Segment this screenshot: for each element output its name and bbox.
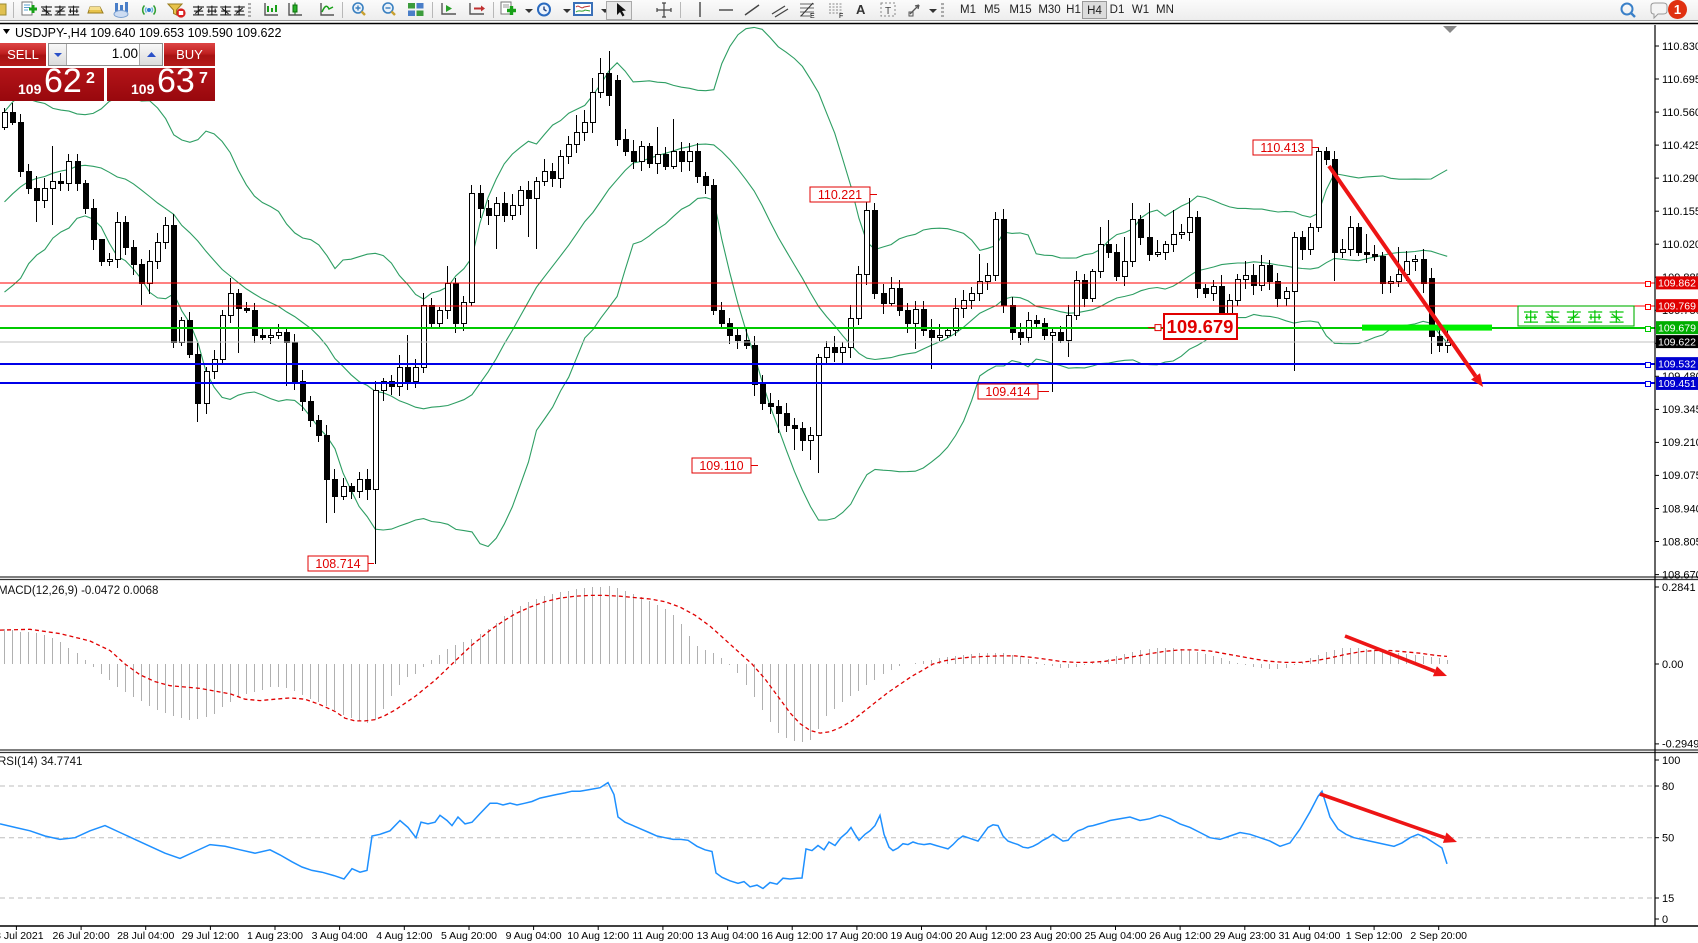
svg-text:109.451: 109.451 [1658, 378, 1696, 390]
svg-text:F: F [839, 13, 843, 19]
svg-text:108.805: 108.805 [1662, 536, 1698, 548]
svg-text:0.00: 0.00 [1662, 659, 1683, 671]
svg-text:109.075: 109.075 [1662, 470, 1698, 482]
svg-text:110.020: 110.020 [1662, 239, 1698, 251]
svg-text:15: 15 [1662, 893, 1674, 905]
svg-text:E: E [810, 13, 815, 19]
svg-text:5 Aug 20:00: 5 Aug 20:00 [441, 930, 497, 942]
svg-text:109.679: 109.679 [1167, 316, 1234, 337]
svg-text:31 Aug 04:00: 31 Aug 04:00 [1278, 930, 1340, 942]
svg-text:110.830: 110.830 [1662, 41, 1698, 53]
svg-text:1 Aug 23:00: 1 Aug 23:00 [247, 930, 303, 942]
svg-text:109.110: 109.110 [699, 459, 743, 473]
svg-text:USDJPY-,H4 109.640 109.653 10: USDJPY-,H4 109.640 109.653 109.590 109.6… [15, 26, 281, 40]
svg-text:0.2841: 0.2841 [1662, 582, 1696, 594]
svg-text:26 Aug 12:00: 26 Aug 12:00 [1149, 930, 1211, 942]
svg-text:110.560: 110.560 [1662, 107, 1698, 119]
svg-text:2 Sep 20:00: 2 Sep 20:00 [1410, 930, 1467, 942]
svg-text:110.221: 110.221 [818, 188, 862, 202]
svg-text:50: 50 [1662, 833, 1674, 845]
svg-text:29 Aug 23:00: 29 Aug 23:00 [1214, 930, 1276, 942]
svg-text:28 Jul 04:00: 28 Jul 04:00 [117, 930, 174, 942]
svg-text:80: 80 [1662, 781, 1674, 793]
svg-text:20 Aug 12:00: 20 Aug 12:00 [955, 930, 1017, 942]
svg-text:RSI(14) 34.7741: RSI(14) 34.7741 [0, 756, 82, 768]
svg-text:109.862: 109.862 [1658, 278, 1696, 290]
svg-text:110.425: 110.425 [1662, 140, 1698, 152]
svg-text:109.679: 109.679 [1658, 322, 1696, 334]
svg-text:110.413: 110.413 [1260, 141, 1304, 155]
svg-text:T: T [885, 6, 891, 17]
svg-text:26 Jul 20:00: 26 Jul 20:00 [52, 930, 109, 942]
svg-text:109.769: 109.769 [1658, 300, 1696, 312]
svg-text:23 Aug 20:00: 23 Aug 20:00 [1020, 930, 1082, 942]
svg-text:108.670: 108.670 [1662, 569, 1698, 581]
svg-text:16 Aug 12:00: 16 Aug 12:00 [761, 930, 823, 942]
svg-text:19 Aug 04:00: 19 Aug 04:00 [891, 930, 953, 942]
svg-text:4 Aug 12:00: 4 Aug 12:00 [376, 930, 432, 942]
svg-text:11 Aug 20:00: 11 Aug 20:00 [632, 930, 693, 942]
svg-text:110.290: 110.290 [1662, 173, 1698, 185]
svg-text:25 Aug 04:00: 25 Aug 04:00 [1085, 930, 1147, 942]
svg-text:13 Aug 04:00: 13 Aug 04:00 [697, 930, 759, 942]
svg-text:109.622: 109.622 [1658, 336, 1696, 348]
svg-text:10 Aug 12:00: 10 Aug 12:00 [567, 930, 629, 942]
svg-text:110.155: 110.155 [1662, 206, 1698, 218]
svg-text:-0.2949: -0.2949 [1662, 739, 1698, 751]
svg-text:0: 0 [1662, 914, 1668, 926]
svg-text:110.695: 110.695 [1662, 74, 1698, 86]
svg-text:17 Aug 20:00: 17 Aug 20:00 [826, 930, 888, 942]
svg-text:109.345: 109.345 [1662, 404, 1698, 416]
svg-text:100: 100 [1662, 755, 1680, 767]
svg-text:109.532: 109.532 [1658, 358, 1696, 370]
svg-text:23 Jul 2021: 23 Jul 2021 [0, 930, 44, 942]
svg-text:9 Aug 04:00: 9 Aug 04:00 [506, 930, 562, 942]
svg-text:MACD(12,26,9) -0.0472 0.0068: MACD(12,26,9) -0.0472 0.0068 [0, 585, 158, 597]
svg-text:1 Sep 12:00: 1 Sep 12:00 [1346, 930, 1403, 942]
svg-text:109.414: 109.414 [985, 385, 1030, 399]
svg-text:3 Aug 04:00: 3 Aug 04:00 [312, 930, 368, 942]
svg-text:108.940: 108.940 [1662, 503, 1698, 515]
svg-text:29 Jul 12:00: 29 Jul 12:00 [182, 930, 239, 942]
svg-text:109.210: 109.210 [1662, 437, 1698, 449]
svg-text:108.714: 108.714 [315, 557, 360, 571]
